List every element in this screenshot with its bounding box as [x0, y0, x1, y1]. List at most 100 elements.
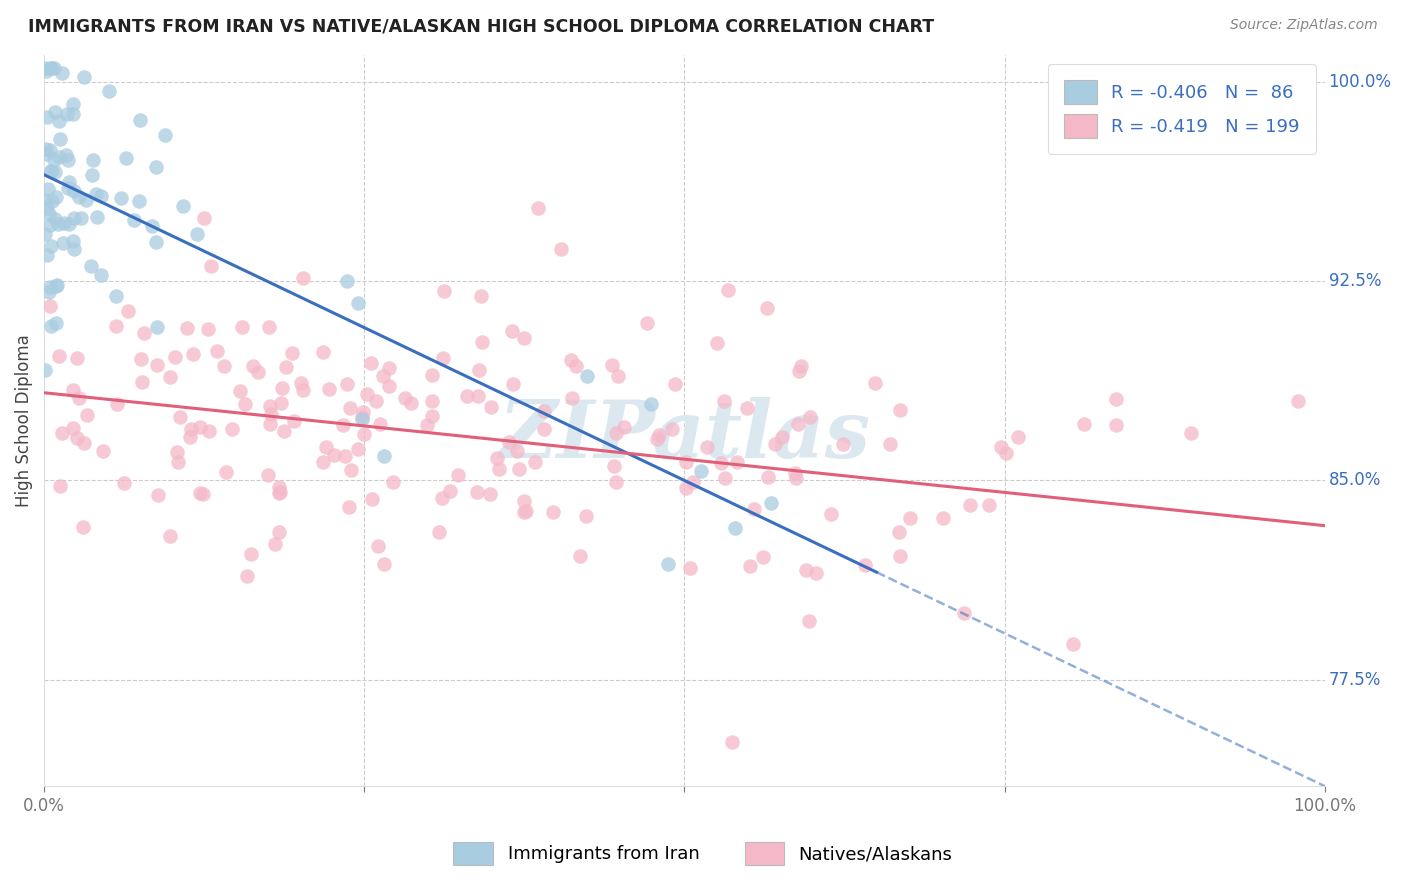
Point	[273, 425, 295, 439]
Point	[39, 164, 62, 178]
Point	[485, 450, 508, 465]
Point	[605, 425, 627, 440]
Point	[783, 466, 806, 480]
Point	[725, 455, 748, 469]
Point	[46, 217, 69, 231]
Point	[82, 153, 104, 167]
Point	[523, 455, 546, 469]
Point	[468, 362, 491, 376]
Point	[52, 236, 75, 251]
Point	[953, 606, 976, 620]
Point	[38, 144, 60, 158]
Point	[1062, 637, 1084, 651]
Point	[373, 450, 395, 464]
Point	[347, 295, 370, 310]
Point	[471, 334, 494, 349]
Point	[86, 211, 108, 225]
Point	[350, 410, 373, 425]
Point	[48, 114, 70, 128]
Point	[269, 485, 291, 500]
Point	[889, 549, 911, 563]
Point	[129, 352, 152, 367]
Point	[333, 449, 356, 463]
Point	[44, 62, 66, 76]
Point	[352, 411, 374, 425]
Point	[63, 211, 86, 226]
Point	[198, 425, 221, 439]
Point	[312, 345, 335, 359]
Point	[62, 185, 84, 199]
Point	[51, 66, 73, 80]
Point	[682, 475, 704, 490]
Point	[264, 536, 287, 550]
Point	[371, 369, 394, 384]
Point	[606, 369, 628, 384]
Point	[188, 486, 211, 500]
Point	[42, 153, 65, 168]
Point	[533, 404, 555, 418]
Point	[470, 289, 492, 303]
Point	[62, 383, 84, 397]
Point	[148, 488, 170, 502]
Point	[62, 234, 84, 248]
Point	[696, 441, 718, 455]
Point	[56, 153, 79, 167]
Point	[770, 430, 793, 444]
Point	[34, 64, 56, 78]
Point	[932, 511, 955, 525]
Point	[752, 550, 775, 565]
Point	[564, 359, 586, 374]
Point	[153, 128, 176, 143]
Point	[675, 481, 697, 495]
Point	[52, 217, 75, 231]
Point	[235, 397, 257, 411]
Point	[63, 243, 86, 257]
Point	[39, 62, 62, 76]
Text: 85.0%: 85.0%	[1329, 472, 1381, 490]
Point	[427, 524, 450, 539]
Point	[533, 422, 555, 436]
Point	[62, 107, 84, 121]
Point	[239, 547, 262, 561]
Point	[215, 465, 238, 479]
Point	[853, 558, 876, 573]
Point	[339, 401, 361, 416]
Point	[576, 368, 599, 383]
Point	[513, 494, 536, 508]
Point	[689, 464, 711, 478]
Point	[44, 104, 66, 119]
Point	[787, 364, 810, 378]
Point	[1073, 417, 1095, 431]
Point	[378, 361, 401, 376]
Point	[146, 320, 169, 334]
Point	[271, 381, 294, 395]
Point	[193, 211, 215, 225]
Point	[214, 359, 236, 374]
Y-axis label: High School Diploma: High School Diploma	[15, 334, 32, 507]
Point	[498, 434, 520, 449]
Point	[35, 146, 58, 161]
Point	[39, 318, 62, 333]
Point	[259, 417, 281, 431]
Point	[378, 379, 401, 393]
Point	[35, 248, 58, 262]
Point	[200, 259, 222, 273]
Point	[340, 463, 363, 477]
Text: IMMIGRANTS FROM IRAN VS NATIVE/ALASKAN HIGH SCHOOL DIPLOMA CORRELATION CHART: IMMIGRANTS FROM IRAN VS NATIVE/ALASKAN H…	[28, 18, 934, 36]
Point	[66, 351, 89, 365]
Point	[267, 524, 290, 539]
Point	[259, 399, 281, 413]
Point	[181, 347, 204, 361]
Point	[112, 476, 135, 491]
Point	[221, 422, 243, 436]
Point	[645, 433, 668, 447]
Point	[717, 283, 740, 297]
Text: 100.0%: 100.0%	[1329, 73, 1392, 91]
Point	[560, 353, 582, 368]
Point	[34, 363, 56, 377]
Point	[478, 486, 501, 500]
Point	[323, 448, 346, 462]
Point	[67, 190, 90, 204]
Point	[179, 430, 201, 444]
Point	[889, 403, 911, 417]
